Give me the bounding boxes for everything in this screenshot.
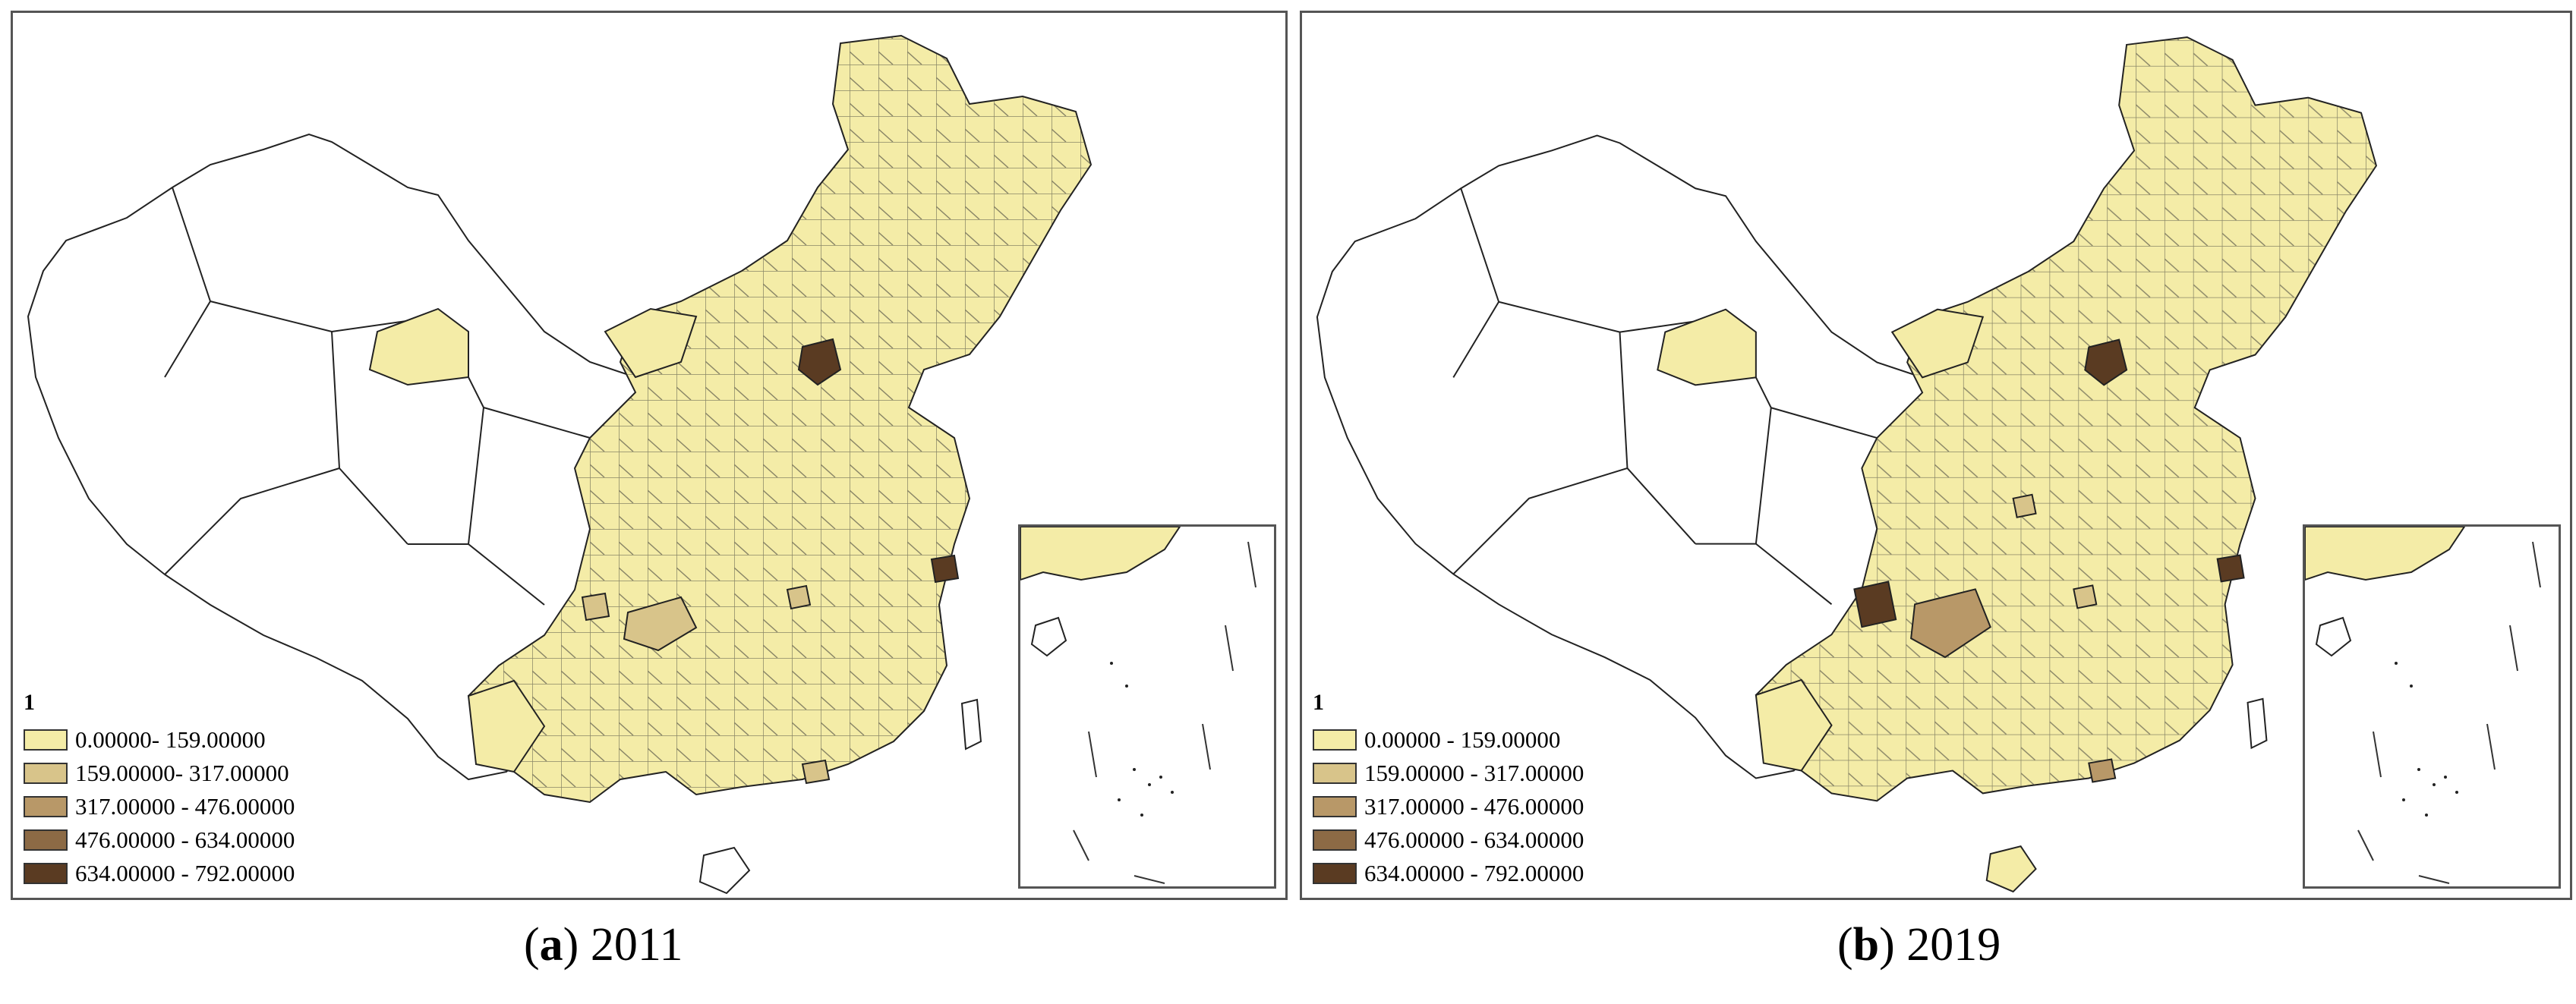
legend-row: 476.00000 - 634.00000 [24,823,295,857]
map-legend-2011: 1 0.00000- 159.00000 159.00000- 317.0000… [24,690,295,890]
legend-label: 634.00000 - 792.00000 [1364,860,1584,886]
western-province-lines [164,187,591,606]
legend-swatch [1313,729,1357,751]
legend-swatch [1313,763,1357,784]
taiwan-island [960,698,982,751]
legend-label: 317.00000 - 476.00000 [1364,793,1584,820]
choropleth-map-2011 [27,34,1093,895]
caption-letter: a [539,919,563,971]
legend-label: 159.00000 - 317.00000 [1364,760,1584,786]
legend-row: 634.00000 - 792.00000 [24,857,295,890]
legend-swatch [1313,829,1357,851]
wuhan-region [786,584,812,610]
map-legend-2019: 1 0.00000 - 159.00000 159.00000 - 317.00… [1313,690,1584,890]
guangzhou-region [801,759,831,785]
legend-label: 159.00000- 317.00000 [75,760,289,786]
legend-label: 476.00000 - 634.00000 [75,826,295,853]
sw-patch [1755,678,1833,772]
map-panel-2019: 1 0.00000 - 159.00000 159.00000 - 317.00… [1300,11,2572,900]
legend-swatch [24,729,68,751]
shanghai-region [2216,554,2245,583]
legend-row: 317.00000 - 476.00000 [1313,790,1584,823]
legend-row: 634.00000 - 792.00000 [1313,857,1584,890]
caption-letter: b [1852,919,1880,971]
wuhan-region [2073,584,2098,609]
legend-swatch [1313,863,1357,884]
legend-row: 476.00000 - 634.00000 [1313,823,1584,857]
legend-swatch [24,863,68,884]
legend-row: 159.00000- 317.00000 [24,757,295,790]
legend-row: 317.00000 - 476.00000 [24,790,295,823]
legend-title: 1 [24,690,35,715]
caption-year: 2011 [590,919,683,971]
north-patch [1890,308,1985,379]
xinjiang-patch [1657,308,1757,386]
hainan-island [1985,845,2037,893]
taiwan-island [2247,697,2268,750]
xinjiang-patch [368,307,469,386]
guangzhou-region [2088,758,2117,783]
legend-label: 0.00000- 159.00000 [75,726,266,753]
shanghai-region [930,554,960,584]
caption-2019: (b) 2019 [1837,919,2001,971]
legend-row: 0.00000 - 159.00000 [1313,723,1584,757]
beijing-region [2084,338,2128,386]
north-patch [604,307,698,379]
caption-2011: (a) 2011 [524,919,683,971]
beijing-region [797,338,842,386]
legend-swatch [1313,796,1357,817]
legend-title: 1 [1313,690,1324,715]
south-china-sea-inset [2303,524,2561,889]
map-panel-2011: 1 0.00000- 159.00000 159.00000- 317.0000… [11,11,1288,900]
caption-year: 2019 [1906,919,2001,971]
legend-label: 0.00000 - 159.00000 [1364,726,1561,753]
sw-patch [467,679,546,773]
chongqing-region [1910,588,1991,659]
xian-region [2012,493,2037,518]
chengdu-region [1853,581,1897,628]
legend-label: 317.00000 - 476.00000 [75,793,295,820]
legend-row: 0.00000- 159.00000 [24,723,295,757]
legend-swatch [24,796,68,817]
chongqing-region [623,596,698,652]
south-china-sea-inset [1018,524,1276,889]
choropleth-map-2019 [1316,36,2378,893]
western-province-lines [1452,187,1878,606]
legend-label: 476.00000 - 634.00000 [1364,826,1584,853]
chengdu-region [581,592,610,622]
hainan-island [698,846,751,895]
legend-label: 634.00000 - 792.00000 [75,860,295,886]
legend-row: 159.00000 - 317.00000 [1313,757,1584,790]
legend-swatch [24,829,68,851]
legend-swatch [24,763,68,784]
